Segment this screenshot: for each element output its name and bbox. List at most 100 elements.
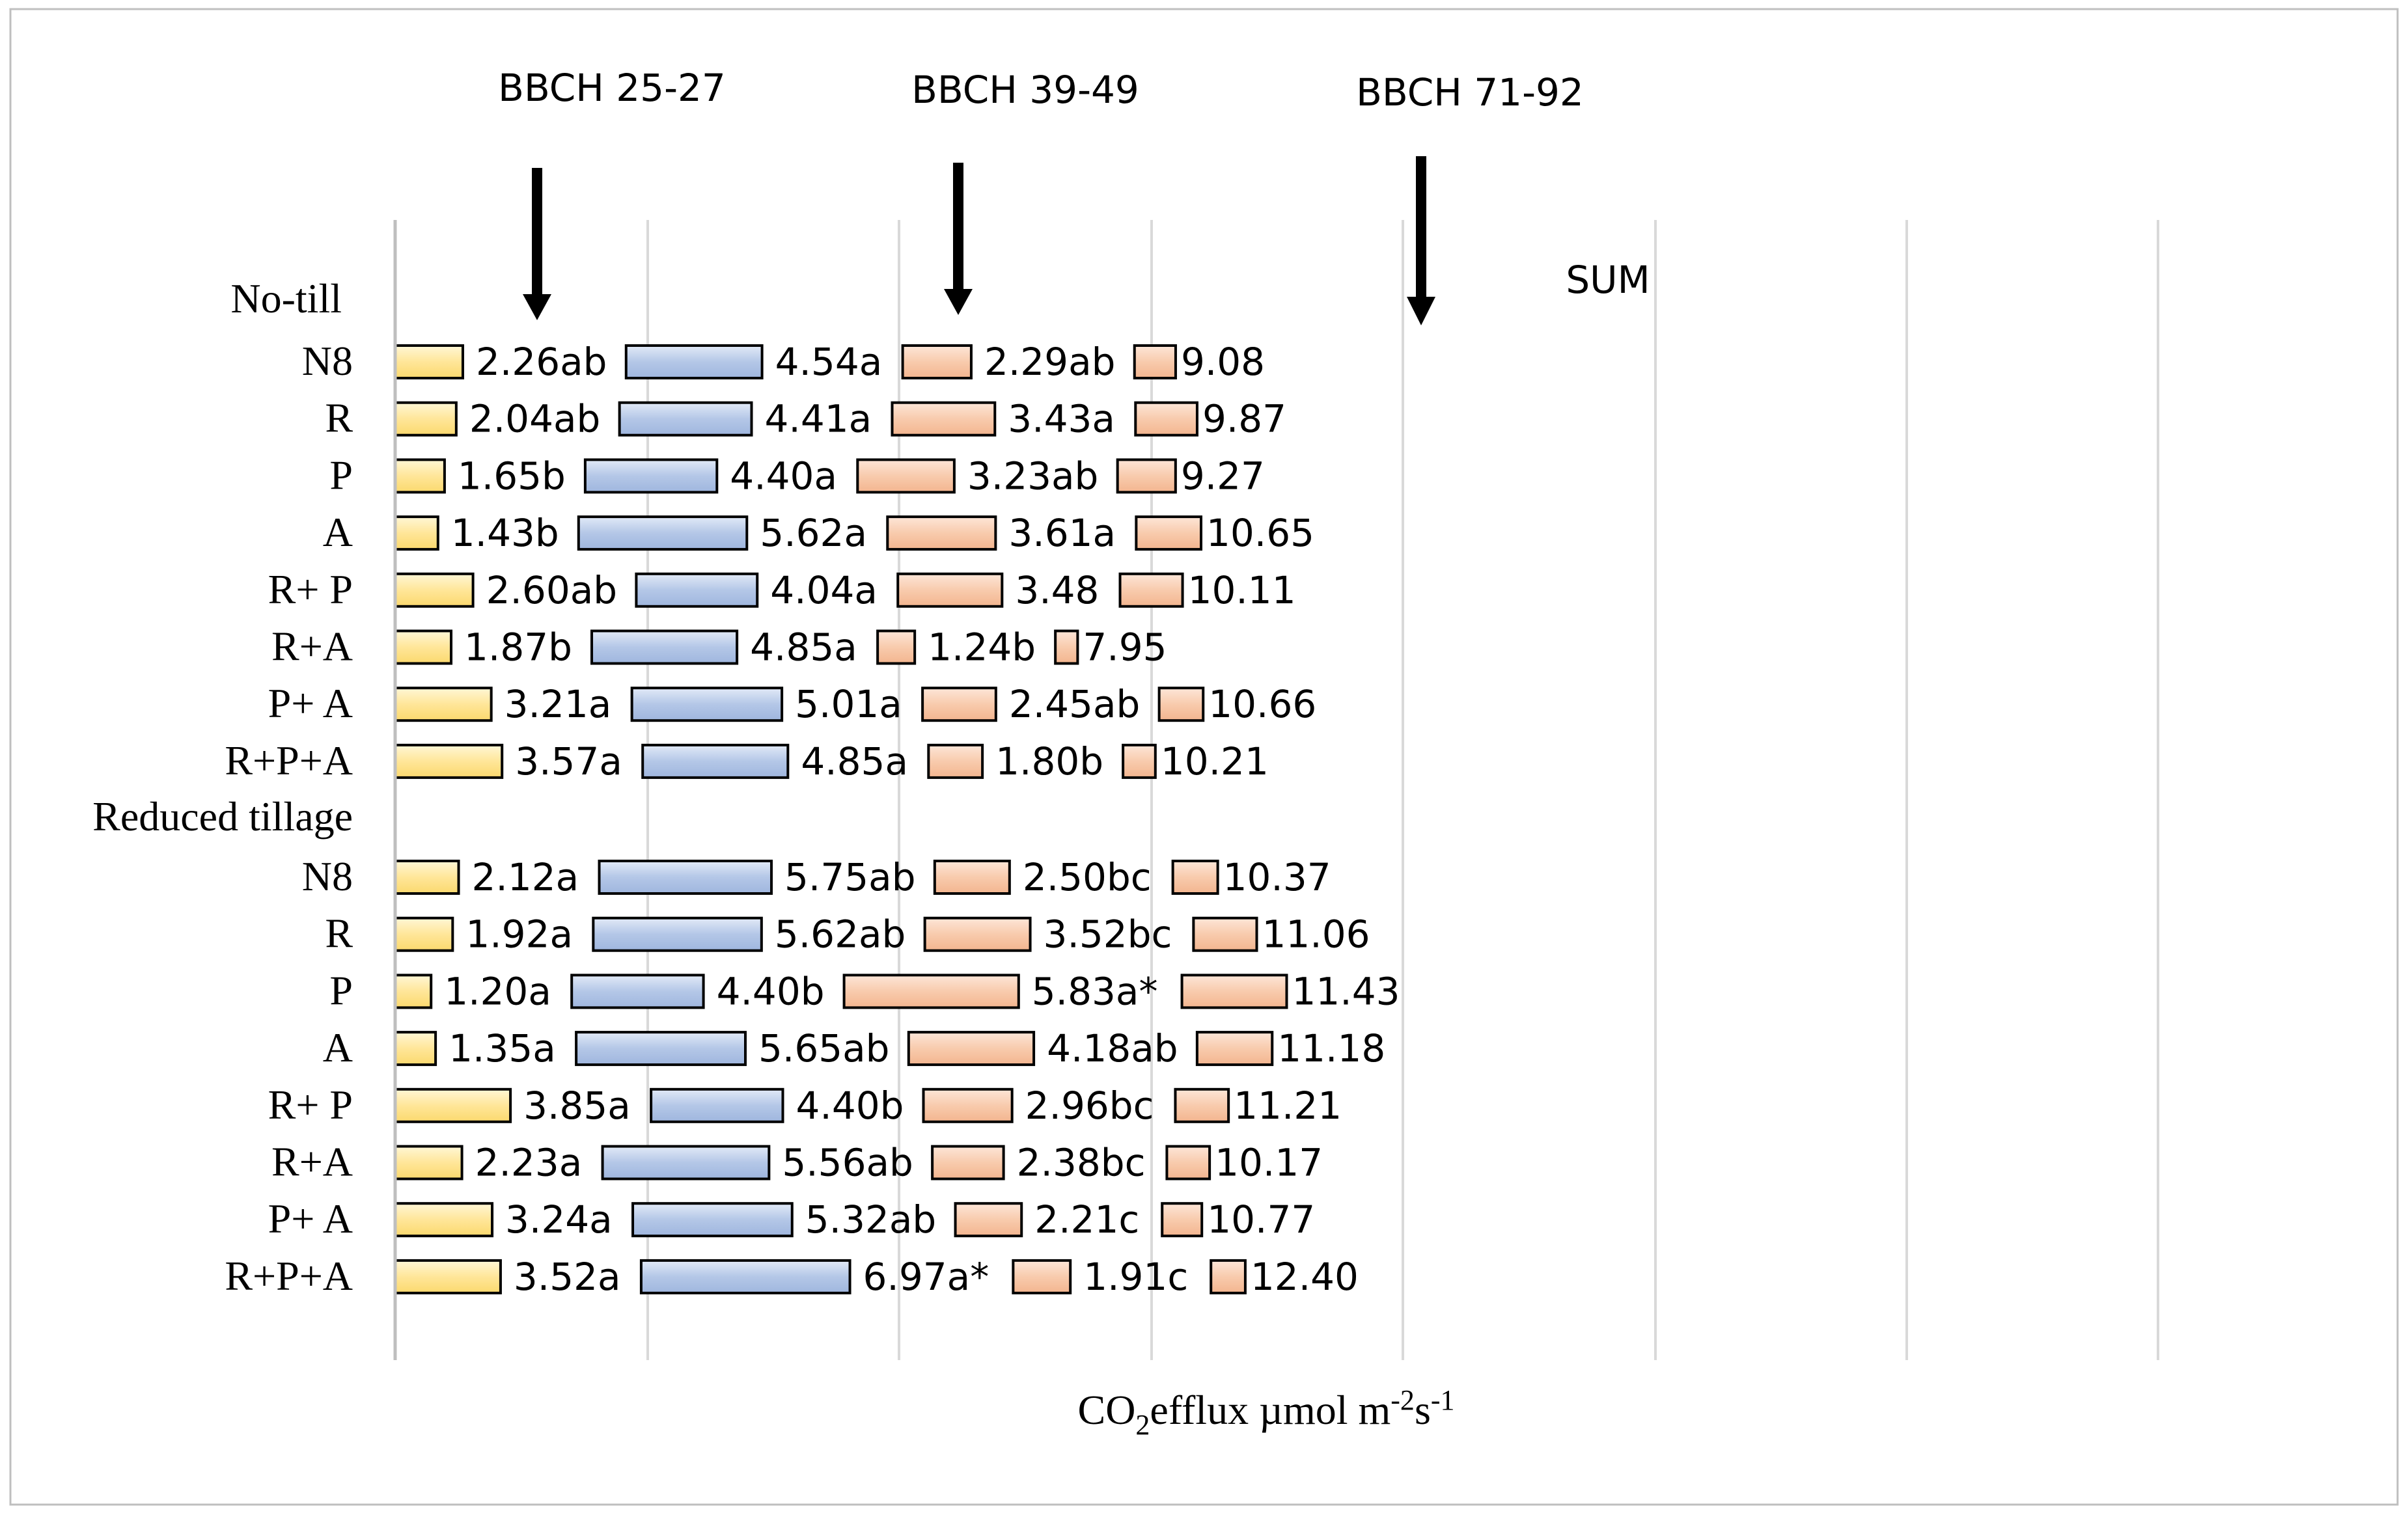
row-label: N8: [302, 338, 353, 384]
bar-orange-part2: [1133, 344, 1177, 379]
value-label: 3.57a: [515, 739, 622, 784]
bar-orange-part2: [1116, 458, 1177, 494]
sum-value-label: 10.21: [1161, 739, 1269, 784]
bar-orange-part1: [842, 974, 1020, 1009]
row-label: A: [323, 509, 353, 555]
bar-yellow-part1: [394, 572, 475, 608]
value-label: 2.38bc: [1017, 1141, 1146, 1185]
bar-orange-part2: [1157, 687, 1205, 722]
arrow-down-icon: [523, 168, 551, 320]
value-label: 1.35a: [449, 1026, 556, 1071]
sum-value-label: 10.66: [1208, 682, 1316, 726]
x-axis-title-sub: 2: [1135, 1409, 1150, 1441]
bar-yellow-part1: [394, 1087, 512, 1123]
stage-label-3: BBCH 71-92: [1356, 70, 1584, 115]
value-label: 5.75ab: [784, 855, 916, 899]
value-label: 3.85a: [523, 1084, 631, 1128]
bar-orange-part1: [876, 629, 917, 665]
value-label: 2.26ab: [476, 340, 607, 384]
value-label: 2.45ab: [1009, 682, 1141, 726]
sum-value-label: 10.65: [1206, 511, 1314, 555]
x-axis-title-exp2: -1: [1431, 1384, 1455, 1416]
value-label: 4.18ab: [1047, 1026, 1178, 1071]
value-label: 3.21a: [505, 682, 612, 726]
bar-yellow-part1: [394, 515, 439, 551]
bar-blue-part1: [635, 572, 759, 608]
value-label: 3.52bc: [1044, 912, 1172, 957]
bar-yellow-part1: [394, 344, 464, 379]
bar-blue-part1: [618, 401, 753, 437]
bar-yellow-part1: [394, 1145, 464, 1181]
value-label: 2.60ab: [486, 568, 618, 612]
sum-value-label: 9.08: [1181, 340, 1265, 384]
sum-value-label: 10.37: [1223, 855, 1331, 899]
bar-yellow-part1: [394, 629, 453, 665]
value-label: 6.97a*: [863, 1255, 989, 1299]
bar-orange-part1: [896, 572, 1004, 608]
value-label: 1.91c: [1083, 1255, 1188, 1299]
value-label: 3.43a: [1008, 397, 1115, 441]
row-label: R+P+A: [225, 1253, 353, 1299]
value-label: 1.92a: [465, 912, 573, 957]
bar-orange-part2: [1134, 401, 1198, 437]
sum-value-label: 11.21: [1234, 1084, 1342, 1128]
value-label: 1.80b: [995, 739, 1103, 784]
bar-blue-part1: [641, 743, 790, 779]
row-label: A: [323, 1024, 353, 1071]
row-label: R: [325, 395, 353, 441]
sum-value-label: 9.27: [1181, 454, 1265, 498]
sum-header: SUM: [1566, 258, 1650, 302]
value-label: 2.04ab: [469, 397, 601, 441]
bar-orange-part1: [921, 687, 997, 722]
value-label: 1.20a: [444, 969, 551, 1013]
sum-value-label: 10.11: [1188, 568, 1296, 612]
sum-value-label: 12.40: [1251, 1255, 1359, 1299]
value-label: 5.56ab: [782, 1141, 913, 1185]
stage-label-2: BBCH 39-49: [911, 68, 1139, 112]
bar-yellow-part1: [394, 743, 504, 779]
bar-orange-part2: [1161, 1202, 1204, 1238]
sum-value-label: 7.95: [1083, 625, 1167, 670]
bar-blue-part1: [639, 1259, 851, 1294]
row-label: P: [329, 452, 353, 498]
bar-rows: N8 2.26ab 4.54a 2.29ab 9.08 R 2.04ab 4.41a 3.43a…: [225, 338, 1400, 1299]
value-label: 3.23ab: [967, 454, 1099, 498]
bar-orange-part1: [901, 344, 973, 379]
value-label: 2.96bc: [1025, 1084, 1154, 1128]
bar-yellow-part1: [394, 1031, 437, 1067]
value-label: 4.40b: [796, 1084, 904, 1128]
bar-orange-part2: [1122, 743, 1157, 779]
bar-orange-part2: [1180, 974, 1288, 1009]
bar-yellow-part1: [394, 458, 446, 494]
row-label: R+P+A: [225, 737, 353, 784]
sum-value-label: 11.43: [1292, 969, 1400, 1013]
bar-orange-part1: [933, 860, 1011, 895]
value-label: 3.52a: [514, 1255, 621, 1299]
group-title-reduced-tillage: Reduced tillage: [92, 793, 353, 839]
bar-yellow-part1: [394, 1259, 502, 1294]
value-label: 5.65ab: [758, 1026, 890, 1071]
value-label: 3.48: [1015, 568, 1099, 612]
arrow-down-icon: [944, 163, 973, 315]
row-label: R+A: [271, 623, 353, 670]
bar-orange-part1: [954, 1202, 1023, 1238]
bar-orange-part2: [1165, 1145, 1211, 1181]
bar-orange-part2: [1195, 1031, 1274, 1067]
bar-orange-part1: [856, 458, 956, 494]
stage-label-1: BBCH 25-27: [498, 66, 726, 110]
x-axis-title: CO2efflux µmol m-2s-1: [1078, 1384, 1455, 1441]
sum-value-label: 10.17: [1215, 1141, 1323, 1185]
bar-orange-part2: [1054, 629, 1079, 665]
bar-orange-part1: [923, 916, 1032, 952]
group-title-no-till: No-till: [230, 275, 342, 321]
bar-blue-part1: [592, 916, 763, 952]
bar-orange-part2: [1210, 1259, 1247, 1294]
row-label: P+ A: [268, 680, 353, 726]
bar-orange-part2: [1118, 572, 1184, 608]
value-label: 5.83a*: [1032, 969, 1158, 1013]
value-label: 1.87b: [464, 625, 572, 670]
bar-yellow-part1: [394, 1202, 494, 1238]
row-label: R+A: [271, 1139, 353, 1185]
